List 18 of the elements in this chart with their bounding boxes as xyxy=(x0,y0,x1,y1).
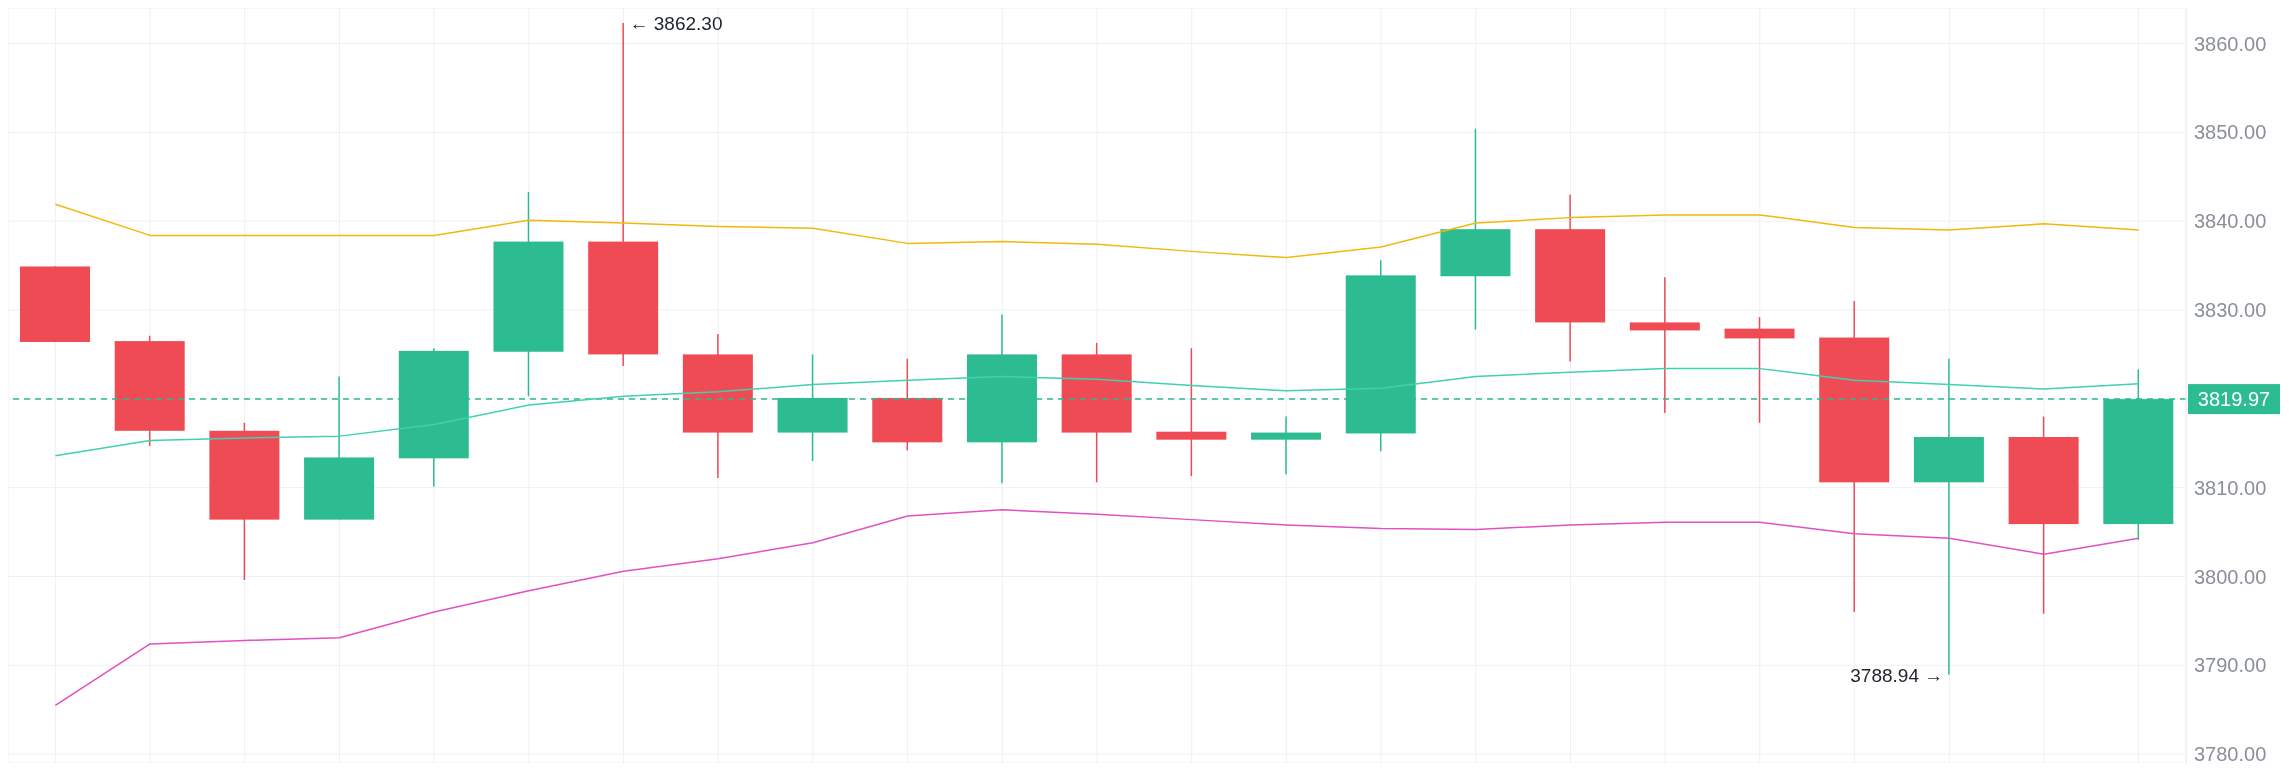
line-series xyxy=(54,509,2140,707)
y-tick-label: 3860.00 xyxy=(2194,32,2267,55)
y-tick-label: 3790.00 xyxy=(2194,654,2267,677)
y-tick-label: 3850.00 xyxy=(2194,121,2267,144)
annotation: ← 3862.30 xyxy=(629,13,723,35)
y-tick-label: 3810.00 xyxy=(2194,476,2267,499)
annotation: 3788.94 → xyxy=(1850,664,1944,686)
y-tick-label: 3800.00 xyxy=(2194,565,2267,588)
y-tick-label: 3830.00 xyxy=(2194,299,2267,322)
candlestick xyxy=(1629,276,1700,414)
y-tick-label: 3780.00 xyxy=(2194,743,2267,766)
ref-line-label: 3819.97 xyxy=(2197,388,2271,411)
line-series xyxy=(54,367,2140,457)
candlestick xyxy=(1156,347,1227,477)
candlestick xyxy=(1251,415,1322,476)
candlestick xyxy=(1724,316,1795,424)
y-tick-label: 3840.00 xyxy=(2194,210,2267,233)
line-series xyxy=(54,203,2140,259)
